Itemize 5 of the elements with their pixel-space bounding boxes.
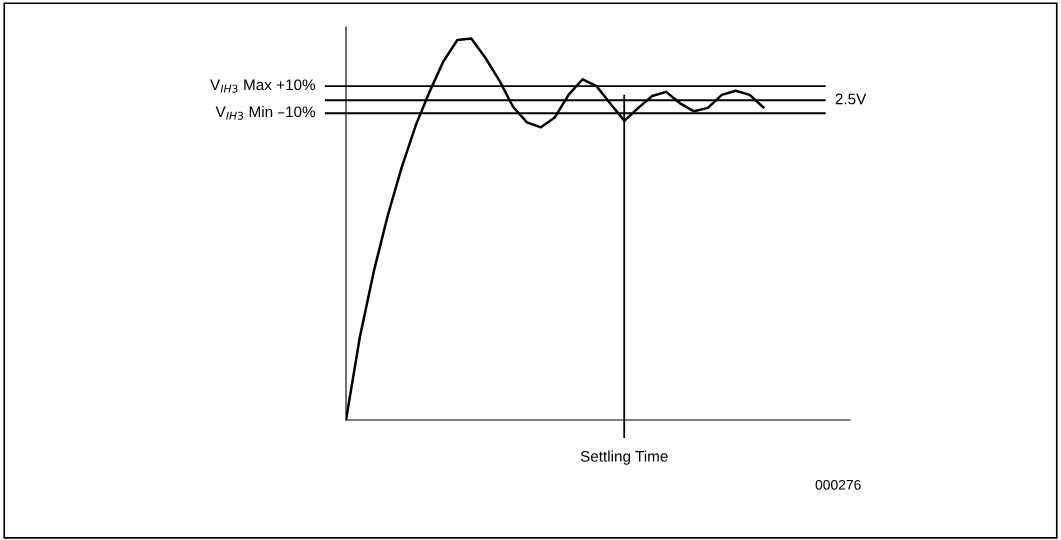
ref-line-label: V$_{IH3}$ Max +10% (210, 79, 316, 93)
ref-line-label: V$_{IH3}$ Min –10% (215, 106, 316, 120)
text: 000276 (815, 479, 861, 490)
text: Settling Time (580, 450, 668, 465)
ref-line-label: 2.5V (835, 93, 867, 105)
